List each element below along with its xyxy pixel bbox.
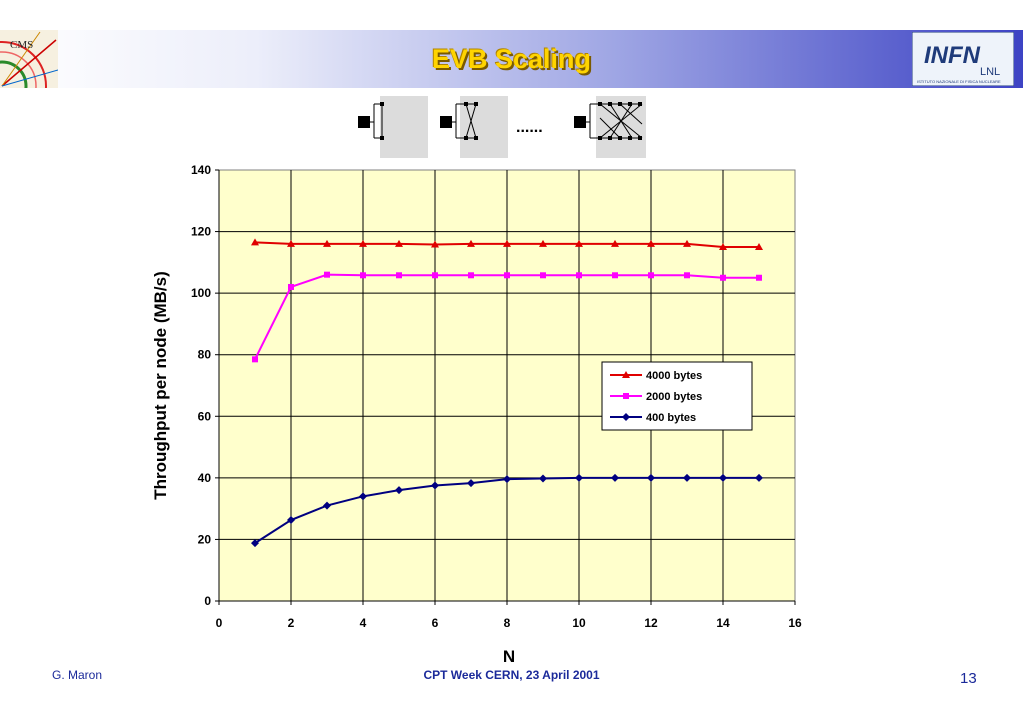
x-tick-label: 16 <box>788 616 802 630</box>
data-point-series-2 <box>611 473 619 482</box>
infn-logo-sub: LNL <box>980 66 1000 78</box>
y-tick-label: 80 <box>198 348 212 362</box>
cms-logo: CMS <box>0 30 58 88</box>
data-point-series-2 <box>323 501 331 510</box>
data-point-series-2 <box>359 492 367 501</box>
data-point-series-1 <box>432 272 438 279</box>
y-tick-label: 0 <box>204 594 211 608</box>
y-tick-label: 100 <box>191 286 211 300</box>
infn-logo-text: INFN <box>924 42 981 69</box>
data-point-series-1 <box>396 272 402 279</box>
slide-title: EVB Scaling <box>431 44 592 74</box>
y-axis-label: Throughput per node (MB/s) <box>151 271 170 500</box>
y-tick-label: 20 <box>198 532 212 546</box>
data-point-series-0 <box>251 238 259 246</box>
legend-label: 4000 bytes <box>646 370 702 382</box>
y-tick-label: 40 <box>198 471 212 485</box>
data-point-series-1 <box>540 272 546 279</box>
data-point-series-1 <box>468 272 474 279</box>
legend-marker <box>623 393 629 399</box>
data-point-series-1 <box>504 272 510 279</box>
y-tick-label: 120 <box>191 225 211 239</box>
topology-nxn <box>574 96 646 158</box>
data-point-series-1 <box>576 272 582 279</box>
legend-marker <box>622 413 630 421</box>
data-point-series-2 <box>539 474 547 483</box>
data-point-series-2 <box>395 486 403 495</box>
data-point-series-1 <box>720 274 726 281</box>
data-point-series-1 <box>612 272 618 279</box>
data-point-series-0 <box>431 240 439 248</box>
x-tick-label: 0 <box>216 616 223 630</box>
topology-1x1 <box>358 96 428 158</box>
x-tick-label: 8 <box>504 616 511 630</box>
data-point-series-0 <box>503 239 511 247</box>
x-tick-label: 2 <box>288 616 295 630</box>
x-tick-label: 6 <box>432 616 439 630</box>
data-point-series-2 <box>503 475 511 484</box>
data-point-series-0 <box>539 239 547 247</box>
data-point-series-0 <box>611 239 619 247</box>
legend-label: 400 bytes <box>646 412 696 424</box>
footer-author: G. Maron <box>52 668 103 682</box>
topology-2x2 <box>440 96 508 158</box>
data-point-series-1 <box>252 356 258 363</box>
topology-dots: ...... <box>516 119 543 136</box>
data-point-series-2 <box>683 473 691 482</box>
data-point-series-2 <box>755 473 763 482</box>
data-point-series-2 <box>467 479 475 488</box>
data-point-series-0 <box>647 239 655 247</box>
data-point-series-0 <box>575 239 583 247</box>
data-point-series-1 <box>324 271 330 278</box>
data-point-series-0 <box>683 239 691 247</box>
cms-logo-text: CMS <box>10 39 33 51</box>
infn-logo-caption: ISTITUTO NAZIONALE DI FISICA NUCLEARE <box>917 79 1001 84</box>
data-point-series-2 <box>719 473 727 482</box>
data-point-series-2 <box>251 539 259 548</box>
x-tick-label: 4 <box>360 616 367 630</box>
data-point-series-0 <box>359 239 367 247</box>
data-point-series-0 <box>755 242 763 250</box>
y-tick-label: 140 <box>191 163 211 177</box>
data-point-series-0 <box>287 239 295 247</box>
data-point-series-2 <box>647 473 655 482</box>
data-point-series-0 <box>323 239 331 247</box>
x-tick-label: 12 <box>644 616 658 630</box>
data-point-series-0 <box>467 239 475 247</box>
x-tick-label: 14 <box>716 616 730 630</box>
legend-marker <box>622 371 630 378</box>
footer-event: CPT Week CERN, 23 April 2001 <box>423 668 600 682</box>
data-point-series-0 <box>395 239 403 247</box>
data-point-series-2 <box>287 516 295 525</box>
evb-topology-diagram: ...... <box>358 96 646 158</box>
x-axis-label: N <box>503 647 515 666</box>
data-point-series-1 <box>360 272 366 279</box>
x-tick-label: 10 <box>572 616 586 630</box>
y-tick-label: 60 <box>198 409 212 423</box>
data-point-series-1 <box>756 274 762 281</box>
infn-logo: INFN LNL ISTITUTO NAZIONALE DI FISICA NU… <box>912 32 1014 86</box>
data-point-series-0 <box>719 242 727 250</box>
data-point-series-1 <box>648 272 654 279</box>
data-point-series-2 <box>431 481 439 490</box>
data-point-series-1 <box>288 283 294 290</box>
legend-label: 2000 bytes <box>646 391 702 403</box>
header-band <box>0 30 1023 88</box>
data-point-series-1 <box>684 272 690 279</box>
page-number: 13 <box>960 670 977 687</box>
data-point-series-2 <box>575 473 583 482</box>
